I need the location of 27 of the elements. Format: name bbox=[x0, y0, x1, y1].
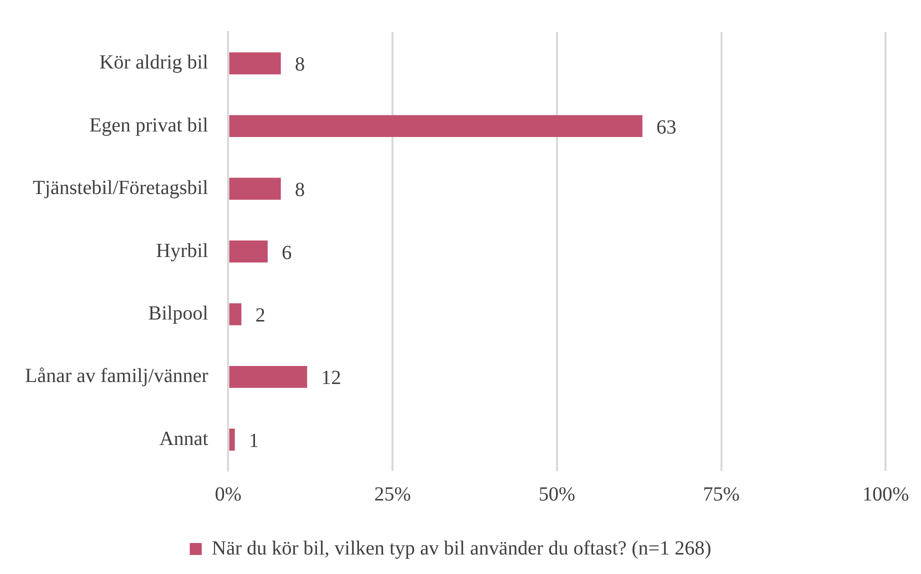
data-label: 6 bbox=[282, 242, 292, 264]
y-tick-label: Lånar av familj/vänner bbox=[24, 365, 209, 388]
bar bbox=[229, 52, 281, 74]
x-tick-label: 75% bbox=[702, 483, 740, 506]
data-label: 1 bbox=[248, 430, 259, 452]
bar bbox=[229, 178, 281, 200]
x-tick-label: 50% bbox=[538, 483, 576, 506]
x-tick-label: 100% bbox=[862, 483, 910, 506]
y-tick-label: Tjänstebil/Företagsbil bbox=[32, 177, 209, 200]
data-label: 12 bbox=[321, 367, 342, 390]
data-label: 8 bbox=[294, 54, 305, 76]
bar bbox=[229, 366, 308, 388]
y-tick-label: Annat bbox=[159, 428, 209, 450]
bar bbox=[229, 115, 642, 138]
bar bbox=[229, 428, 235, 451]
data-label: 63 bbox=[656, 116, 676, 138]
y-tick-label: Kör aldrig bil bbox=[99, 52, 209, 74]
y-tick-label: Egen privat bil bbox=[89, 114, 209, 136]
data-label: 8 bbox=[294, 179, 305, 202]
y-tick-label: Hyrbil bbox=[156, 240, 209, 262]
data-label: 2 bbox=[255, 304, 266, 326]
x-tick-label: 25% bbox=[374, 483, 411, 506]
bar bbox=[229, 240, 268, 262]
y-tick-label: Bilpool bbox=[148, 302, 209, 324]
bar bbox=[229, 303, 242, 326]
legend-label: När du kör bil, vilken typ av bil använder du oftast? (n=1 268) bbox=[212, 537, 712, 560]
x-tick-label: 0% bbox=[214, 483, 242, 506]
